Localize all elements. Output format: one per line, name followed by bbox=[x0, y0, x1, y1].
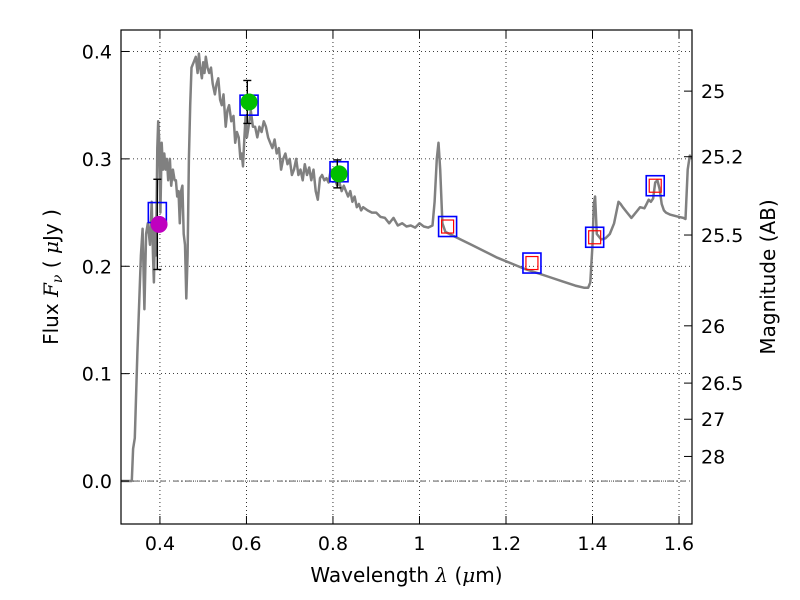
magnitude-tick-label: 25.5 bbox=[701, 225, 743, 247]
x-tick-label: 0.8 bbox=[318, 533, 348, 555]
grid-lines bbox=[121, 30, 692, 524]
y-tick-label: 0.4 bbox=[82, 41, 112, 63]
x-axis-ticks: 0.4 0.6 0.8 1 1.2 1.4 1.6 bbox=[145, 30, 694, 555]
y-tick-label: 0.1 bbox=[82, 364, 112, 386]
model-square-red bbox=[525, 255, 539, 271]
magnitude-tick-label: 27 bbox=[701, 409, 725, 431]
y-axis-label: Flux Fν ( μJy ) bbox=[39, 209, 66, 345]
sed-model-line bbox=[121, 52, 692, 483]
model-square-blue bbox=[645, 174, 666, 197]
x-tick-label: 0.6 bbox=[231, 533, 261, 555]
x-axis-label: Wavelength λ (μm) bbox=[310, 563, 502, 587]
plot-frame bbox=[120, 29, 693, 525]
magnitude-axis-label: Magnitude (AB) bbox=[756, 199, 780, 354]
magnitude-tick-label: 26 bbox=[701, 316, 725, 338]
model-square-blue bbox=[437, 215, 458, 238]
y-axis-ticks: 0.0 0.1 0.2 0.3 0.4 bbox=[82, 41, 129, 493]
x-tick-label: 1 bbox=[413, 533, 425, 555]
y-tick-label: 0.2 bbox=[82, 256, 112, 278]
x-tick-label: 1.2 bbox=[491, 533, 521, 555]
model-square-red bbox=[588, 230, 602, 245]
model-square-red bbox=[648, 178, 662, 193]
observed-399 bbox=[150, 215, 168, 233]
magnitude-tick-label: 28 bbox=[701, 446, 725, 468]
x-tick-label: 0.4 bbox=[145, 533, 175, 555]
model-square-blue bbox=[584, 226, 605, 249]
magnitude-tick-label: 25 bbox=[701, 81, 725, 103]
observed-606 bbox=[240, 93, 258, 111]
magnitude-axis-ticks: 25 25.2 25.5 26 26.5 27 28 bbox=[684, 81, 743, 468]
x-tick-label: 1.6 bbox=[664, 533, 694, 555]
model-square-blue bbox=[522, 252, 542, 274]
y-tick-label: 0.3 bbox=[82, 149, 112, 171]
x-tick-label: 1.4 bbox=[577, 533, 607, 555]
observed-814 bbox=[330, 165, 348, 183]
model-photometry-squares bbox=[147, 94, 666, 274]
magnitude-tick-label: 25.2 bbox=[701, 147, 743, 169]
y-tick-label: 0.0 bbox=[82, 471, 112, 493]
observed-photometry bbox=[150, 79, 348, 271]
model-square-red bbox=[440, 219, 455, 234]
magnitude-tick-label: 26.5 bbox=[701, 373, 743, 395]
